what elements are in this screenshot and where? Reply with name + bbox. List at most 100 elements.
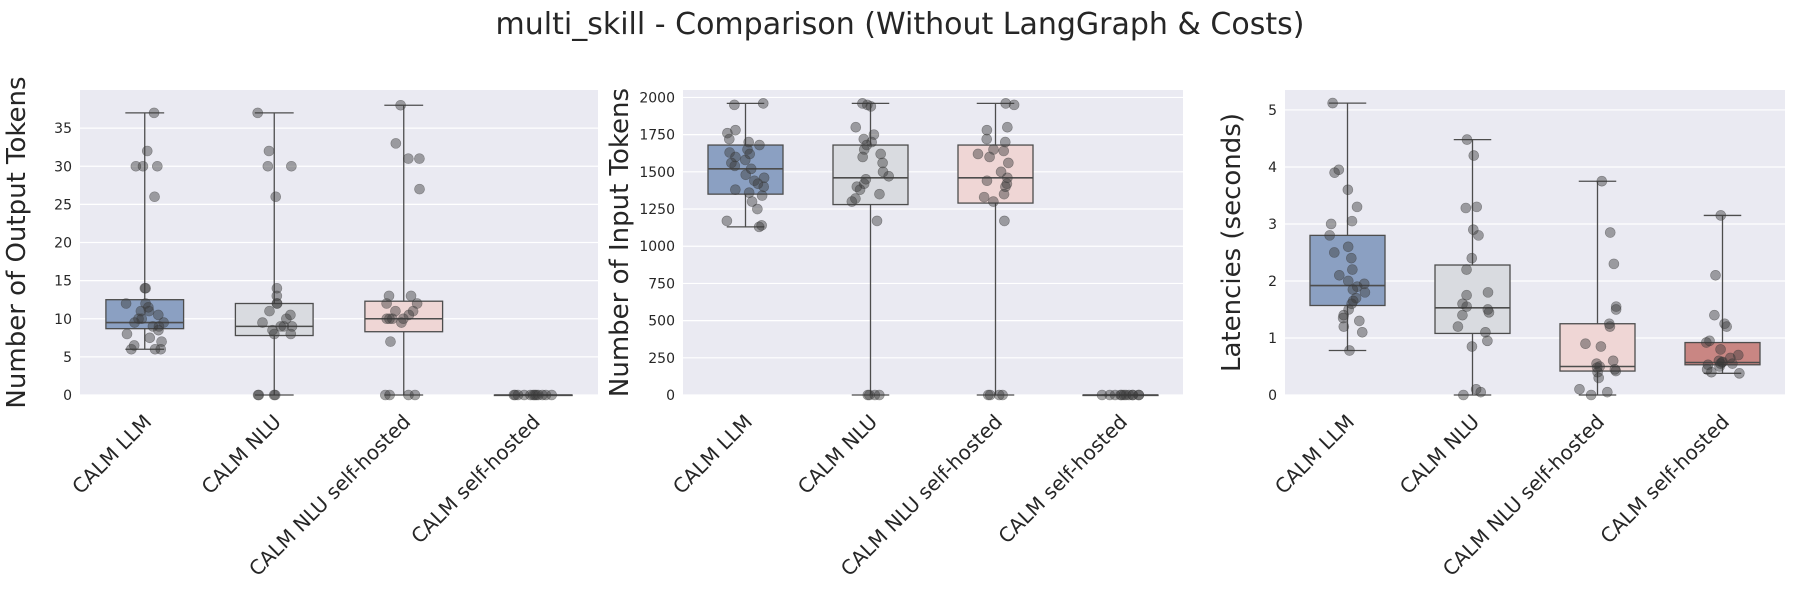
data-point — [1338, 321, 1350, 332]
data-point — [883, 170, 895, 182]
x-tick-label: CALM LLM — [67, 410, 156, 499]
data-point — [723, 133, 735, 145]
data-point — [1715, 210, 1727, 221]
data-point — [1104, 389, 1116, 401]
x-tick-label: CALM NLU — [793, 410, 882, 499]
data-point — [1604, 227, 1616, 238]
data-point — [1127, 389, 1138, 401]
data-point — [1701, 337, 1712, 348]
y-tick-label: 1000 — [639, 239, 675, 255]
data-point — [981, 175, 993, 187]
x-tick-label: CALM LLM — [668, 410, 757, 499]
data-point — [1346, 215, 1358, 227]
data-point — [1461, 264, 1472, 275]
x-tick-label: CALM LLM — [1270, 410, 1359, 499]
data-point — [1471, 201, 1483, 213]
data-point — [866, 136, 877, 148]
data-point — [1480, 326, 1491, 338]
box-2 — [1559, 175, 1636, 401]
data-point — [745, 163, 757, 175]
data-point — [414, 153, 425, 164]
box-3 — [1082, 389, 1159, 401]
data-point — [756, 190, 768, 201]
data-point — [1721, 321, 1732, 332]
data-point — [1342, 241, 1354, 253]
box-0 — [105, 107, 185, 355]
box-2 — [364, 99, 444, 401]
y-tick-label: 250 — [648, 351, 675, 367]
y-tick-label: 500 — [648, 314, 675, 330]
data-point — [726, 157, 737, 169]
box-rect — [1559, 323, 1636, 372]
data-point — [730, 151, 741, 163]
data-point — [724, 147, 735, 158]
data-point — [403, 309, 415, 321]
box-rect — [364, 300, 444, 333]
data-point — [387, 313, 398, 325]
data-point — [512, 389, 524, 401]
data-point — [752, 203, 763, 215]
data-point — [143, 305, 155, 317]
y-tick-label: 30 — [54, 159, 72, 175]
data-point — [540, 389, 552, 401]
data-point — [1354, 315, 1365, 327]
data-point — [746, 196, 758, 207]
data-point — [1468, 150, 1480, 161]
data-point — [972, 148, 984, 160]
data-point — [1585, 389, 1597, 401]
data-point — [1329, 247, 1340, 258]
data-point — [1329, 167, 1340, 178]
x-tick-label: CALM NLU — [1395, 410, 1484, 499]
data-point — [257, 317, 268, 328]
data-point — [1327, 97, 1338, 109]
data-point — [130, 160, 142, 172]
data-point — [385, 336, 396, 347]
data-point — [121, 328, 133, 340]
data-point — [1342, 184, 1354, 196]
data-point — [1096, 389, 1108, 401]
data-point — [981, 133, 993, 145]
data-point — [1325, 218, 1337, 230]
data-point — [1727, 358, 1738, 369]
data-point — [155, 343, 167, 355]
data-point — [1347, 264, 1358, 275]
data-point — [1602, 386, 1613, 398]
data-point — [857, 151, 868, 163]
data-point — [999, 215, 1010, 227]
data-point — [1115, 389, 1126, 401]
y-tick-label: 5 — [1268, 103, 1277, 119]
data-point — [729, 99, 740, 111]
data-point — [1483, 307, 1495, 318]
data-point — [1133, 389, 1145, 401]
data-point — [1461, 301, 1473, 312]
data-point — [133, 313, 144, 325]
data-point — [1714, 361, 1725, 372]
data-point — [407, 305, 419, 317]
data-point — [403, 153, 414, 164]
box-rect — [1434, 264, 1511, 335]
data-point — [262, 160, 274, 172]
y-tick-label: 1500 — [639, 165, 675, 181]
data-point — [1008, 99, 1020, 111]
data-point — [1109, 389, 1121, 401]
data-point — [396, 317, 407, 328]
y-tick-label: 20 — [54, 236, 72, 252]
y-tick-label: 4 — [1268, 160, 1277, 176]
box-3 — [1684, 210, 1761, 379]
data-point — [149, 343, 161, 355]
y-tick-label: 1250 — [639, 202, 675, 218]
y-tick-label: 10 — [54, 312, 72, 328]
data-point — [740, 169, 752, 181]
data-point — [754, 139, 765, 151]
data-point — [1591, 362, 1603, 373]
subplot-3: 0 1 2 3 4 5 Latencies (seconds) CALM LLM CALM NL… — [1217, 90, 1785, 581]
data-point — [263, 145, 275, 157]
data-point — [141, 145, 153, 157]
data-point — [850, 121, 862, 133]
data-point — [390, 138, 402, 149]
figure-title: multi_skill - Comparison (Without LangGr… — [496, 7, 1305, 42]
data-point — [384, 313, 395, 325]
y-tick-label: 0 — [666, 388, 675, 404]
data-point — [854, 184, 866, 195]
